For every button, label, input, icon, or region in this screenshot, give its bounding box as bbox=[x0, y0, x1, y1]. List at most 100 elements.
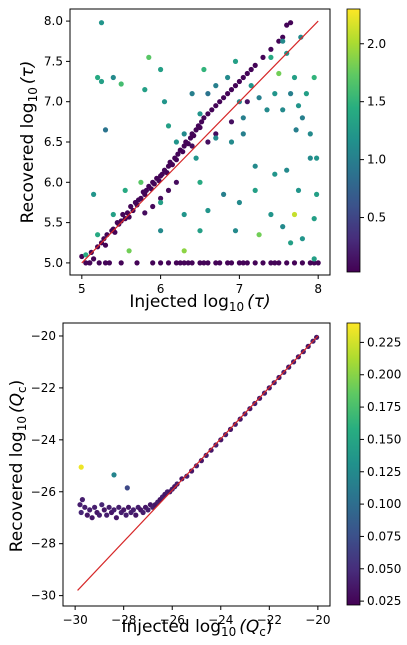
tau-y-ticks: 5.0 5.5 6.0 6.5 7.0 7.5 8.0 bbox=[44, 14, 70, 270]
tau-point-22 bbox=[128, 203, 134, 210]
qc-point-6 bbox=[82, 504, 88, 510]
qc-colorbar-ticks: 0.025 0.050 0.075 0.100 0.125 0.150 0.175 0.200… bbox=[360, 335, 401, 608]
tau-point-81 bbox=[158, 195, 164, 201]
qc-point-9 bbox=[89, 515, 95, 521]
qc-x-tick-label-0: −30 bbox=[62, 613, 87, 627]
qc-point-4 bbox=[78, 509, 84, 516]
qc-y-axis-label: Recovered log10(Qc) bbox=[7, 380, 29, 553]
qc-y-tick-label-5: −20 bbox=[31, 329, 56, 343]
tau-point-135 bbox=[205, 91, 211, 97]
tau-point-99 bbox=[185, 260, 191, 266]
qc-point-45 bbox=[179, 476, 185, 482]
tau-point-187 bbox=[311, 216, 317, 222]
qc-y-tick-label-0: −30 bbox=[31, 589, 56, 603]
tau-point-146 bbox=[272, 91, 278, 97]
tau-point-155 bbox=[298, 34, 304, 40]
tau-point-111 bbox=[252, 260, 258, 266]
tau-colorbar bbox=[346, 8, 361, 273]
qc-points-layer bbox=[77, 334, 320, 521]
qc-point-7 bbox=[84, 512, 90, 518]
qc-cbar-tick-label-0: 0.025 bbox=[367, 594, 401, 608]
tau-point-60 bbox=[205, 111, 211, 117]
tau-point-154 bbox=[295, 103, 302, 109]
qc-x-tick-label-1: −28 bbox=[111, 613, 136, 627]
tau-point-184 bbox=[268, 211, 274, 218]
tau-point-107 bbox=[228, 260, 235, 266]
qc-point-32 bbox=[145, 507, 151, 513]
tau-point-149 bbox=[280, 107, 286, 113]
tau-point-80 bbox=[150, 203, 156, 210]
tau-x-tick-label-2: 7 bbox=[236, 282, 244, 296]
tau-point-11 bbox=[106, 260, 112, 266]
tau-point-133 bbox=[189, 91, 195, 97]
tau-point-96 bbox=[173, 260, 179, 266]
qc-x-tick-label-2: −26 bbox=[160, 613, 185, 627]
tau-point-130 bbox=[158, 66, 164, 73]
tau-point-141 bbox=[240, 115, 246, 121]
tau-point-114 bbox=[272, 260, 278, 266]
tau-point-120 bbox=[311, 260, 317, 266]
qc-point-53 bbox=[218, 437, 224, 443]
qc-point-19 bbox=[113, 515, 119, 521]
tau-point-159 bbox=[311, 74, 317, 81]
tau-point-125 bbox=[102, 127, 109, 133]
tau-point-98 bbox=[181, 260, 187, 266]
tau-point-67 bbox=[232, 83, 239, 89]
qc-point-1 bbox=[111, 472, 117, 478]
tau-point-108 bbox=[236, 260, 242, 266]
tau-point-76 bbox=[280, 34, 286, 40]
tau-point-179 bbox=[181, 211, 187, 218]
tau-point-148 bbox=[276, 70, 282, 77]
tau-cbar-tick-label-3: 2.0 bbox=[367, 37, 386, 51]
tau-point-25 bbox=[134, 202, 140, 208]
tau-point-45 bbox=[173, 157, 179, 163]
tau-point-61 bbox=[209, 107, 215, 113]
tau-point-8 bbox=[101, 236, 107, 242]
qc-point-23 bbox=[123, 512, 129, 518]
qc-plot-frame bbox=[62, 322, 331, 607]
tau-point-196 bbox=[288, 240, 294, 246]
tau-point-93 bbox=[150, 260, 156, 266]
qc-y-tick-label-1: −28 bbox=[31, 537, 56, 551]
tau-x-ticks: 5 6 7 8 bbox=[78, 275, 322, 296]
qc-cbar-tick-label-2: 0.075 bbox=[367, 529, 401, 543]
tau-point-147 bbox=[280, 38, 286, 44]
tau-point-190 bbox=[158, 228, 164, 234]
tau-point-38 bbox=[159, 171, 165, 177]
tau-point-128 bbox=[146, 54, 152, 61]
tau-point-30 bbox=[143, 187, 149, 193]
qc-point-27 bbox=[133, 512, 139, 518]
qc-point-2 bbox=[124, 485, 130, 491]
qc-point-50 bbox=[203, 452, 209, 458]
tau-point-185 bbox=[280, 224, 286, 230]
tau-colorbar-ticks: 0.5 1.0 1.5 2.0 bbox=[360, 37, 386, 225]
tau-cbar-tick-label-1: 1.0 bbox=[367, 153, 386, 167]
tau-y-tick-label-2: 6.0 bbox=[44, 175, 63, 189]
tau-point-84 bbox=[189, 143, 195, 149]
tau-point-0 bbox=[79, 253, 85, 260]
tau-point-9 bbox=[102, 242, 109, 248]
tau-point-90 bbox=[102, 260, 109, 266]
tau-point-74 bbox=[268, 46, 274, 52]
tau-point-156 bbox=[299, 115, 305, 121]
tau-point-129 bbox=[142, 87, 148, 93]
qc-identity-line-layer bbox=[77, 335, 319, 591]
tau-point-66 bbox=[228, 87, 235, 93]
qc-point-22 bbox=[121, 507, 127, 513]
qc-identity-line bbox=[77, 335, 319, 591]
tau-point-94 bbox=[158, 260, 164, 266]
tau-point-116 bbox=[284, 260, 290, 266]
qc-point-51 bbox=[208, 447, 214, 453]
tau-point-119 bbox=[307, 260, 313, 266]
tau-x-tick-label-3: 8 bbox=[314, 282, 322, 296]
tau-y-tick-label-6: 8.0 bbox=[44, 14, 63, 28]
tau-point-189 bbox=[197, 228, 203, 234]
tau-point-131 bbox=[161, 99, 168, 105]
qc-y-tick-label-2: −26 bbox=[31, 485, 56, 499]
qc-point-15 bbox=[104, 512, 110, 518]
tau-point-183 bbox=[252, 187, 258, 193]
tau-point-198 bbox=[83, 252, 89, 258]
tau-point-138 bbox=[225, 74, 231, 81]
tau-identity-line bbox=[81, 20, 319, 264]
